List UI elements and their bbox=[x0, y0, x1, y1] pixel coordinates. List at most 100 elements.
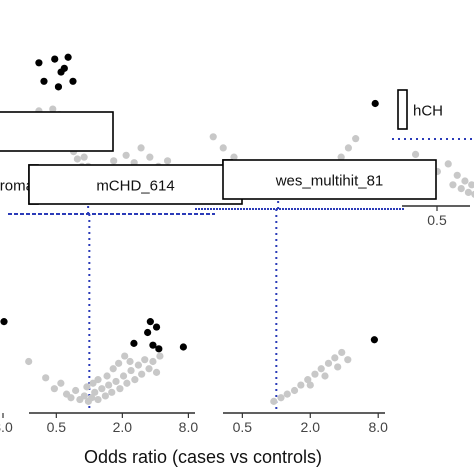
strips-layer: chromatin_620cilia_365hCHmCHD_614wes_mul… bbox=[0, 89, 443, 205]
point-nonsignificant bbox=[457, 185, 465, 193]
x-tick-label: 8.0 bbox=[368, 419, 388, 435]
point-nonsignificant bbox=[297, 381, 305, 389]
point-nonsignificant bbox=[50, 385, 58, 393]
point-nonsignificant bbox=[283, 390, 291, 398]
point-significant bbox=[69, 77, 77, 85]
x-tick-label: 0.5 bbox=[233, 419, 253, 435]
point-significant bbox=[0, 318, 8, 326]
x-axis-label: Odds ratio (cases vs controls) bbox=[84, 447, 322, 467]
point-nonsignificant bbox=[352, 135, 360, 143]
point-nonsignificant bbox=[42, 374, 50, 382]
point-significant bbox=[152, 323, 161, 331]
point-nonsignificant bbox=[80, 153, 88, 161]
point-significant bbox=[146, 318, 154, 326]
point-nonsignificant bbox=[141, 356, 149, 364]
point-nonsignificant bbox=[98, 385, 106, 393]
point-significant bbox=[130, 339, 138, 347]
point-nonsignificant bbox=[73, 155, 81, 163]
point-nonsignificant bbox=[94, 395, 102, 404]
point-nonsignificant bbox=[321, 372, 329, 380]
point-nonsignificant bbox=[464, 188, 473, 196]
point-nonsignificant bbox=[116, 385, 124, 393]
point-nonsignificant bbox=[338, 348, 346, 357]
point-significant bbox=[371, 99, 379, 108]
point-nonsignificant bbox=[25, 357, 33, 366]
point-nonsignificant bbox=[91, 388, 99, 396]
point-nonsignificant bbox=[334, 363, 342, 371]
facet-strip bbox=[0, 111, 114, 152]
point-nonsignificant bbox=[80, 392, 88, 400]
point-significant bbox=[60, 64, 68, 72]
point-nonsignificant bbox=[471, 190, 474, 198]
point-significant bbox=[64, 53, 72, 61]
point-significant bbox=[35, 59, 43, 67]
point-nonsignificant bbox=[317, 365, 325, 373]
point-nonsignificant bbox=[123, 379, 131, 387]
x-tick-label: 0.5 bbox=[47, 419, 67, 435]
point-nonsignificant bbox=[108, 388, 116, 396]
point-nonsignificant bbox=[105, 381, 113, 389]
point-nonsignificant bbox=[83, 383, 91, 391]
point-significant bbox=[179, 343, 187, 351]
facet-title: wes_multihit_81 bbox=[275, 173, 384, 190]
point-nonsignificant bbox=[306, 381, 314, 389]
point-nonsignificant bbox=[137, 144, 145, 152]
point-significant bbox=[54, 83, 63, 91]
axes-layer: 0.5 8.0 0.5 2.0 8.0 0.5 2.0 8.0 bbox=[0, 138, 474, 435]
facet-title: hCH bbox=[413, 103, 443, 120]
point-nonsignificant bbox=[304, 376, 312, 384]
point-nonsignificant bbox=[134, 361, 142, 369]
point-nonsignificant bbox=[461, 177, 469, 185]
point-significant bbox=[155, 345, 163, 353]
facet-strip bbox=[397, 89, 408, 130]
point-nonsignificant bbox=[115, 359, 123, 367]
point-nonsignificant bbox=[230, 153, 238, 161]
point-nonsignificant bbox=[156, 352, 164, 360]
point-nonsignificant bbox=[219, 144, 227, 152]
point-nonsignificant bbox=[127, 366, 135, 375]
point-nonsignificant bbox=[67, 394, 75, 402]
point-nonsignificant bbox=[444, 160, 452, 168]
facet-title: mCHD_614 bbox=[96, 178, 174, 195]
point-nonsignificant bbox=[109, 365, 117, 373]
point-nonsignificant bbox=[324, 359, 333, 367]
point-nonsignificant bbox=[145, 365, 153, 373]
point-nonsignificant bbox=[152, 368, 161, 376]
point-significant bbox=[51, 55, 59, 63]
point-nonsignificant bbox=[57, 379, 65, 387]
point-nonsignificant bbox=[277, 394, 285, 402]
point-nonsignificant bbox=[138, 370, 146, 378]
point-nonsignificant bbox=[468, 181, 474, 189]
x-tick-label: 8.0 bbox=[179, 419, 199, 435]
facet-strip bbox=[28, 164, 243, 205]
point-nonsignificant bbox=[311, 370, 319, 378]
point-nonsignificant bbox=[163, 157, 172, 165]
point-nonsignificant bbox=[119, 372, 128, 380]
point-significant bbox=[149, 341, 157, 349]
point-nonsignificant bbox=[344, 144, 353, 152]
point-nonsignificant bbox=[411, 150, 420, 158]
point-nonsignificant bbox=[49, 105, 57, 113]
point-nonsignificant bbox=[72, 386, 80, 395]
point-nonsignificant bbox=[290, 386, 299, 395]
point-nonsignificant bbox=[110, 157, 118, 165]
point-nonsignificant bbox=[146, 153, 154, 161]
point-nonsignificant bbox=[101, 392, 109, 400]
point-nonsignificant bbox=[131, 376, 139, 384]
x-tick-label: 8.0 bbox=[0, 419, 13, 435]
point-nonsignificant bbox=[89, 379, 97, 387]
point-nonsignificant bbox=[453, 171, 461, 179]
point-nonsignificant bbox=[112, 377, 120, 386]
point-nonsignificant bbox=[94, 376, 102, 384]
point-significant bbox=[370, 336, 378, 344]
point-nonsignificant bbox=[344, 356, 352, 364]
point-nonsignificant bbox=[126, 357, 134, 366]
x-tick-label: 2.0 bbox=[301, 419, 321, 435]
point-nonsignificant bbox=[88, 394, 96, 402]
point-nonsignificant bbox=[270, 397, 278, 405]
point-nonsignificant bbox=[337, 153, 345, 161]
point-nonsignificant bbox=[122, 151, 130, 159]
facet-strip bbox=[222, 159, 437, 200]
point-significant bbox=[40, 77, 48, 85]
